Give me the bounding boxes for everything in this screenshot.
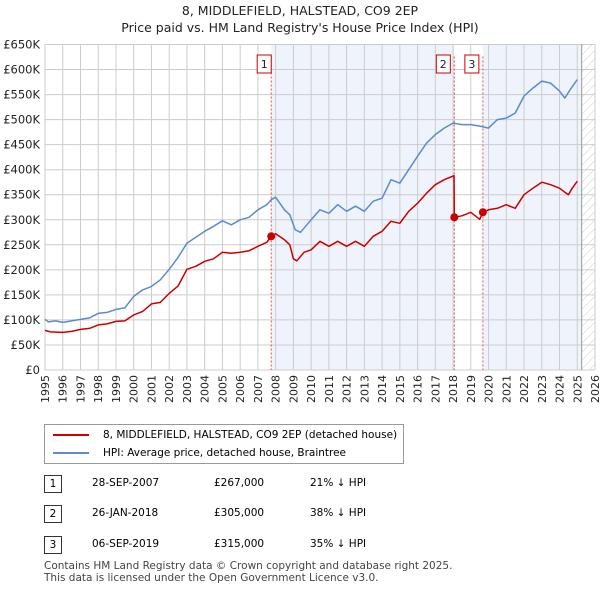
y-tick-label: £0 xyxy=(25,363,40,377)
sale-number: 2 xyxy=(44,505,62,523)
y-tick-label: £650K xyxy=(3,38,40,52)
sale-label-box xyxy=(435,54,451,74)
x-tick-label: 2007 xyxy=(252,375,265,403)
y-tick-label: £400K xyxy=(3,163,40,177)
sale-hpi-diff: 35% ↓ HPI xyxy=(310,538,367,550)
legend: 8, MIDDLEFIELD, HALSTEAD, CO9 2EP (detac… xyxy=(44,424,404,464)
price-chart: 1995 1996 1997 1998 1999 2000 2001 2002 2003 2004… xyxy=(3,38,600,404)
sale-point xyxy=(267,232,276,241)
y-tick-label: £500K xyxy=(3,113,40,127)
legend-swatch-red xyxy=(53,434,89,436)
x-tick-label: 2023 xyxy=(536,375,549,403)
x-tick-label: 2005 xyxy=(216,375,229,403)
x-tick-label: 1999 xyxy=(110,375,123,403)
x-tick-label: 2009 xyxy=(287,375,300,403)
x-tick-label: 2001 xyxy=(145,375,158,403)
sale-date: 26-JAN-2018 xyxy=(92,507,159,519)
legend-label: 8, MIDDLEFIELD, HALSTEAD, CO9 2EP (detac… xyxy=(103,429,398,441)
sale-label: 2 xyxy=(440,58,447,71)
x-tick-label: 2025 xyxy=(571,375,584,403)
x-tick-label: 1996 xyxy=(57,375,70,403)
legend-item-property: 8, MIDDLEFIELD, HALSTEAD, CO9 2EP (detac… xyxy=(53,427,397,443)
y-tick-label: £300K xyxy=(3,213,40,227)
chart-title: 8, MIDDLEFIELD, HALSTEAD, CO9 2EP xyxy=(181,3,419,18)
y-tick-label: £450K xyxy=(3,138,40,152)
sale-point xyxy=(478,208,487,217)
x-tick-label: 2008 xyxy=(270,375,283,403)
ownership-shade xyxy=(482,44,582,370)
x-tick-label: 2010 xyxy=(305,375,318,403)
sale-date: 06-SEP-2019 xyxy=(92,538,160,550)
x-tick-label: 2014 xyxy=(376,375,389,403)
ownership-shade xyxy=(271,44,455,370)
sale-hpi-diff: 38% ↓ HPI xyxy=(310,507,367,519)
x-tick-label: 2015 xyxy=(394,375,407,403)
footer-licence: This data is licensed under the Open Gov… xyxy=(44,572,379,584)
y-tick-label: £100K xyxy=(3,313,40,327)
y-tick-label: £600K xyxy=(3,63,40,77)
x-tick-label: 1997 xyxy=(74,375,87,403)
table-row: 2 26-JAN-2018 £305,000 38% ↓ HPI xyxy=(44,505,564,523)
sale-price: £315,000 xyxy=(214,538,265,550)
sale-number: 3 xyxy=(44,536,62,554)
x-tick-label: 2017 xyxy=(429,375,442,403)
x-tick-label: 2016 xyxy=(412,375,425,403)
sale-label-box xyxy=(464,54,480,74)
legend-swatch-blue xyxy=(53,452,89,454)
y-tick-label: £550K xyxy=(3,88,40,102)
y-tick-label: £250K xyxy=(3,238,40,252)
sale-label: 3 xyxy=(468,58,475,71)
x-tick-label: 2013 xyxy=(358,375,371,403)
x-tick-label: 2004 xyxy=(199,375,212,403)
x-tick-label: 2006 xyxy=(234,375,247,403)
y-tick-label: £200K xyxy=(3,263,40,277)
table-row: 1 28-SEP-2007 £267,000 21% ↓ HPI xyxy=(44,475,564,493)
x-tick-label: 2022 xyxy=(518,375,531,403)
x-tick-label: 2000 xyxy=(128,375,141,403)
x-tick-label: 2020 xyxy=(483,375,496,403)
x-tick-label: 2003 xyxy=(181,375,194,403)
x-tick-label: 1995 xyxy=(39,375,52,403)
legend-label: HPI: Average price, detached house, Brai… xyxy=(103,447,347,459)
y-tick-label: £350K xyxy=(3,188,40,202)
x-tick-label: 2019 xyxy=(465,375,478,403)
x-tick-label: 2021 xyxy=(500,375,513,403)
sale-price: £305,000 xyxy=(214,507,265,519)
sale-label: 1 xyxy=(261,58,268,71)
x-tick-label: 2024 xyxy=(554,375,567,403)
x-tick-label: 1998 xyxy=(92,375,105,403)
x-tick-label: 2018 xyxy=(447,375,460,403)
table-row: 3 06-SEP-2019 £315,000 35% ↓ HPI xyxy=(44,536,564,554)
x-tick-label: 2026 xyxy=(589,375,600,403)
sale-price: £267,000 xyxy=(214,477,265,489)
sale-point xyxy=(450,213,459,222)
sale-number: 1 xyxy=(44,475,62,493)
sale-label-box xyxy=(256,54,272,74)
y-tick-label: £150K xyxy=(3,288,40,302)
x-tick-label: 2011 xyxy=(323,375,336,403)
sale-date: 28-SEP-2007 xyxy=(92,477,160,489)
y-tick-label: £50K xyxy=(11,338,41,352)
forecast-hatch xyxy=(581,44,595,370)
footer-copyright: Contains HM Land Registry data © Crown c… xyxy=(44,560,453,572)
chart-subtitle: Price paid vs. HM Land Registry's House … xyxy=(121,20,479,35)
x-tick-label: 2012 xyxy=(341,375,354,403)
series-line xyxy=(44,79,578,324)
legend-item-hpi: HPI: Average price, detached house, Brai… xyxy=(53,445,346,461)
series-line xyxy=(44,174,578,334)
x-tick-label: 2002 xyxy=(163,375,176,403)
sale-hpi-diff: 21% ↓ HPI xyxy=(310,477,367,489)
